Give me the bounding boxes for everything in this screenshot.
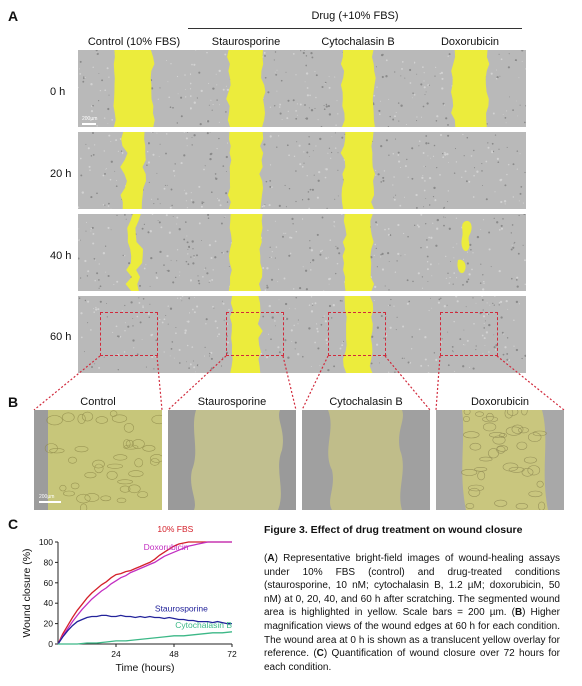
micrograph-doxorubicin-20h xyxy=(414,132,526,209)
scale-bar-label-a: 200µm xyxy=(82,116,98,122)
panel-c-label: C xyxy=(8,516,19,532)
series-label-1: Doxorubicin xyxy=(144,542,189,552)
micrograph-control-0h xyxy=(78,50,190,127)
series-label-3: Cytochalasin B xyxy=(175,620,232,630)
column-header-doxorubicin: Doxorubicin xyxy=(440,36,500,48)
micrograph-doxorubicin-60h xyxy=(414,296,526,373)
series-line-3 xyxy=(58,631,233,645)
drug-group-label: Drug (+10% FBS) xyxy=(311,10,399,22)
micrograph-cytochalasin-60h xyxy=(302,296,414,373)
x-axis-label: Time (hours) xyxy=(115,662,174,674)
zoom-label-control: Control xyxy=(80,396,116,408)
y-tick-label: 20 xyxy=(44,619,54,629)
highlight-box-cytochalasin xyxy=(328,312,386,356)
caption-text-a: ) Representative bright-field images of … xyxy=(264,553,560,619)
column-header-control: Control (10% FBS) xyxy=(87,36,181,48)
micrograph-cytochalasin-0h xyxy=(302,50,414,127)
figure-caption-body: (A) Representative bright-field images o… xyxy=(264,553,560,673)
series-line-1 xyxy=(57,541,232,645)
highlight-box-doxorubicin xyxy=(440,312,498,356)
row-header-40h: 40 h xyxy=(50,250,72,262)
y-tick-label: 40 xyxy=(44,598,54,608)
micrograph-control-40h xyxy=(78,214,190,291)
column-header-staurosporine: Staurosporine xyxy=(211,36,281,48)
zoom-image-control: 200µm xyxy=(34,410,162,510)
zoom-label-staurosporine: Staurosporine xyxy=(197,396,267,408)
panel-a-label: A xyxy=(8,8,19,24)
scale-bar-a xyxy=(82,123,96,125)
zoom-connectors xyxy=(33,355,565,411)
x-tick-label: 48 xyxy=(169,649,179,659)
column-header-cytochalasin: Cytochalasin B xyxy=(321,36,395,48)
micrograph-staurosporine-20h xyxy=(190,132,302,209)
series-line-0 xyxy=(57,541,232,645)
series-label-0: 10% FBS xyxy=(157,524,193,534)
x-tick-label: 24 xyxy=(111,649,121,659)
row-header-20h: 20 h xyxy=(50,168,72,180)
micrograph-staurosporine-60h xyxy=(190,296,302,373)
micrograph-control-60h xyxy=(78,296,190,373)
drug-group-rule xyxy=(188,28,522,29)
scale-bar-label-b: 200µm xyxy=(39,494,55,500)
caption-text-b: ) Higher magnification views of the woun… xyxy=(264,607,560,660)
micrograph-control-20h xyxy=(78,132,190,209)
row-header-60h: 60 h xyxy=(50,331,72,343)
micrograph-cytochalasin-40h xyxy=(302,214,414,291)
micrograph-staurosporine-0h xyxy=(190,50,302,127)
scale-bar-b xyxy=(39,501,61,503)
series-label-2: Staurosporine xyxy=(155,603,208,613)
y-tick-label: 80 xyxy=(44,557,54,567)
micrograph-cytochalasin-20h xyxy=(302,132,414,209)
micrograph-doxorubicin-0h xyxy=(414,50,526,127)
row-header-0h: 0 h xyxy=(50,86,66,98)
y-tick-label: 100 xyxy=(39,537,53,547)
y-axis-label: Wound closure (%) xyxy=(21,548,33,637)
series-line-2 xyxy=(57,614,232,645)
x-tick-label: 72 xyxy=(227,649,237,659)
micrograph-doxorubicin-40h xyxy=(414,214,526,291)
wound-closure-chart: 0 20 40 60 80 100 24 48 72 Time (hours) Wound clos… xyxy=(21,524,237,674)
highlight-box-control xyxy=(100,312,158,356)
caption-letter-c: C xyxy=(316,648,324,660)
figure-caption-title: Figure 3. Effect of drug treatment on wo… xyxy=(264,524,523,536)
caption-letter-a: A xyxy=(267,553,275,564)
caption-letter-b: B xyxy=(514,607,523,619)
zoom-image-cytochalasin xyxy=(302,410,430,510)
zoom-image-staurosporine xyxy=(168,410,296,510)
panel-b-label: B xyxy=(8,394,19,410)
y-tick-label: 0 xyxy=(48,639,53,649)
zoom-image-doxorubicin xyxy=(436,410,564,510)
micrograph-staurosporine-40h xyxy=(190,214,302,291)
zoom-label-doxorubicin: Doxorubicin xyxy=(470,396,530,408)
caption-text-c: ) Quantification of wound closure over 7… xyxy=(264,648,560,673)
highlight-box-staurosporine xyxy=(226,312,284,356)
zoom-label-cytochalasin: Cytochalasin B xyxy=(329,396,403,408)
y-tick-label: 60 xyxy=(44,578,54,588)
